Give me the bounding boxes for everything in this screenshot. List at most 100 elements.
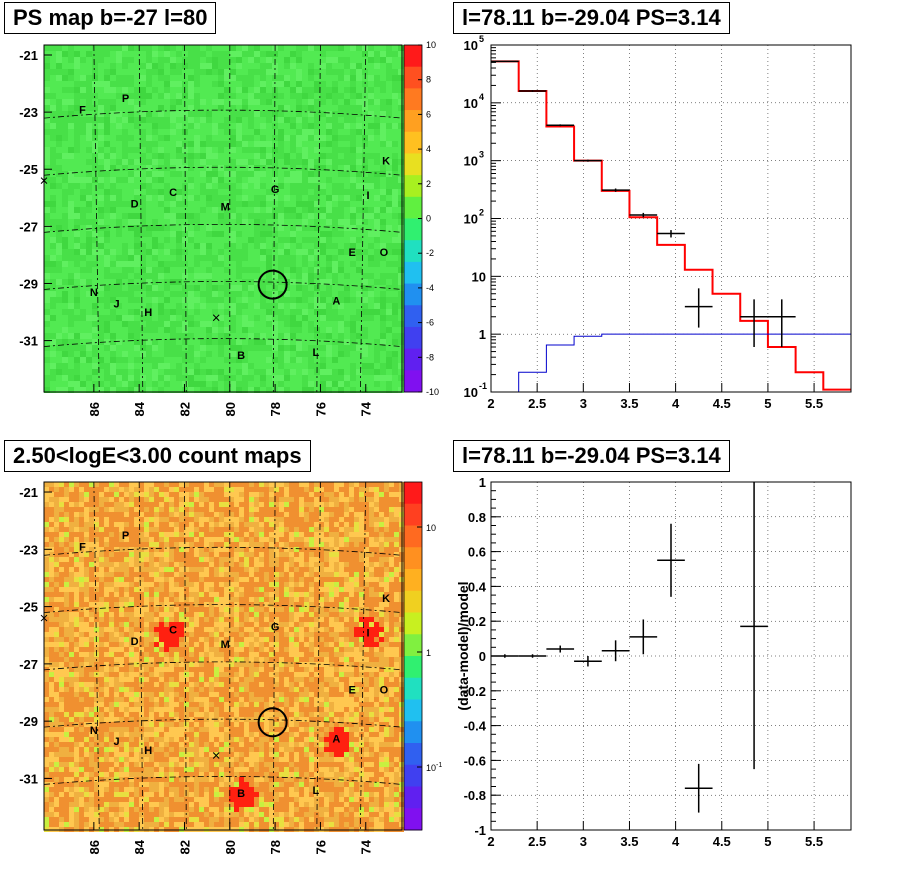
map-pixel bbox=[98, 363, 104, 369]
map-pixel bbox=[236, 123, 242, 129]
map-pixel bbox=[110, 57, 116, 63]
map-pixel bbox=[206, 117, 212, 123]
map-pixel bbox=[302, 291, 308, 297]
map-pixel bbox=[99, 512, 104, 517]
map-pixel bbox=[79, 632, 84, 637]
map-pixel bbox=[116, 273, 122, 279]
map-pixel bbox=[200, 195, 206, 201]
map-pixel bbox=[119, 502, 124, 507]
map-pixel bbox=[188, 249, 194, 255]
map-pixel bbox=[206, 93, 212, 99]
map-pixel bbox=[236, 141, 242, 147]
map-pixel bbox=[356, 237, 362, 243]
map-pixel bbox=[392, 315, 398, 321]
map-pixel bbox=[326, 99, 332, 105]
map-pixel bbox=[164, 291, 170, 297]
map-pixel bbox=[326, 219, 332, 225]
map-pixel bbox=[49, 812, 54, 817]
map-pixel bbox=[224, 105, 230, 111]
map-pixel bbox=[230, 255, 236, 261]
y-tick-label: -23 bbox=[19, 105, 38, 120]
map-pixel bbox=[86, 291, 92, 297]
map-pixel bbox=[392, 243, 398, 249]
map-pixel bbox=[284, 201, 290, 207]
map-pixel bbox=[224, 231, 230, 237]
map-pixel bbox=[242, 273, 248, 279]
map-pixel bbox=[266, 117, 272, 123]
map-pixel bbox=[242, 333, 248, 339]
map-pixel bbox=[236, 183, 242, 189]
map-pixel bbox=[68, 87, 74, 93]
map-pixel bbox=[392, 255, 398, 261]
y-tick-label: 10 bbox=[464, 385, 478, 400]
map-pixel bbox=[64, 717, 69, 722]
map-pixel bbox=[320, 51, 326, 57]
map-pixel bbox=[122, 117, 128, 123]
map-pixel bbox=[109, 547, 114, 552]
map-pixel bbox=[296, 369, 302, 375]
map-pixel bbox=[129, 507, 134, 512]
map-pixel bbox=[116, 75, 122, 81]
map-pixel bbox=[362, 351, 368, 357]
map-pixel bbox=[104, 303, 110, 309]
map-pixel bbox=[188, 105, 194, 111]
map-pixel bbox=[338, 87, 344, 93]
source-label: M bbox=[221, 201, 230, 213]
map-pixel bbox=[124, 712, 129, 717]
map-pixel bbox=[44, 662, 49, 667]
map-pixel bbox=[362, 387, 368, 393]
map-pixel bbox=[392, 165, 398, 171]
map-pixel bbox=[374, 51, 380, 57]
map-pixel bbox=[62, 159, 68, 165]
colorbar-cell bbox=[404, 305, 422, 328]
source-label: F bbox=[79, 104, 86, 116]
map-pixel bbox=[350, 51, 356, 57]
map-pixel bbox=[236, 333, 242, 339]
map-pixel bbox=[386, 369, 392, 375]
map-pixel bbox=[368, 381, 374, 387]
map-pixel bbox=[224, 87, 230, 93]
map-pixel bbox=[74, 657, 79, 662]
map-pixel bbox=[80, 129, 86, 135]
map-pixel bbox=[140, 267, 146, 273]
map-pixel bbox=[89, 732, 94, 737]
map-pixel bbox=[92, 177, 98, 183]
map-pixel bbox=[326, 315, 332, 321]
map-pixel bbox=[50, 99, 56, 105]
map-pixel bbox=[260, 159, 266, 165]
map-pixel bbox=[266, 201, 272, 207]
map-pixel bbox=[122, 387, 128, 393]
map-pixel bbox=[54, 537, 59, 542]
map-pixel bbox=[89, 482, 94, 487]
map-pixel bbox=[68, 327, 74, 333]
map-pixel bbox=[344, 363, 350, 369]
map-pixel bbox=[332, 255, 338, 261]
map-pixel bbox=[110, 285, 116, 291]
map-pixel bbox=[80, 57, 86, 63]
map-pixel bbox=[114, 612, 119, 617]
map-pixel bbox=[92, 57, 98, 63]
map-pixel bbox=[230, 237, 236, 243]
map-pixel bbox=[54, 642, 59, 647]
map-pixel bbox=[69, 567, 74, 572]
map-pixel bbox=[380, 375, 386, 381]
map-pixel bbox=[129, 792, 134, 797]
map-pixel bbox=[392, 171, 398, 177]
map-pixel bbox=[308, 135, 314, 141]
map-pixel bbox=[230, 201, 236, 207]
map-pixel bbox=[119, 552, 124, 557]
map-pixel bbox=[260, 135, 266, 141]
map-pixel bbox=[140, 345, 146, 351]
map-pixel bbox=[284, 207, 290, 213]
map-pixel bbox=[59, 537, 64, 542]
map-pixel bbox=[320, 351, 326, 357]
map-pixel bbox=[146, 129, 152, 135]
map-pixel bbox=[99, 702, 104, 707]
map-pixel bbox=[194, 93, 200, 99]
map-pixel bbox=[146, 249, 152, 255]
map-pixel bbox=[242, 219, 248, 225]
map-pixel bbox=[56, 81, 62, 87]
map-pixel bbox=[380, 45, 386, 51]
map-pixel bbox=[326, 123, 332, 129]
map-pixel bbox=[134, 99, 140, 105]
